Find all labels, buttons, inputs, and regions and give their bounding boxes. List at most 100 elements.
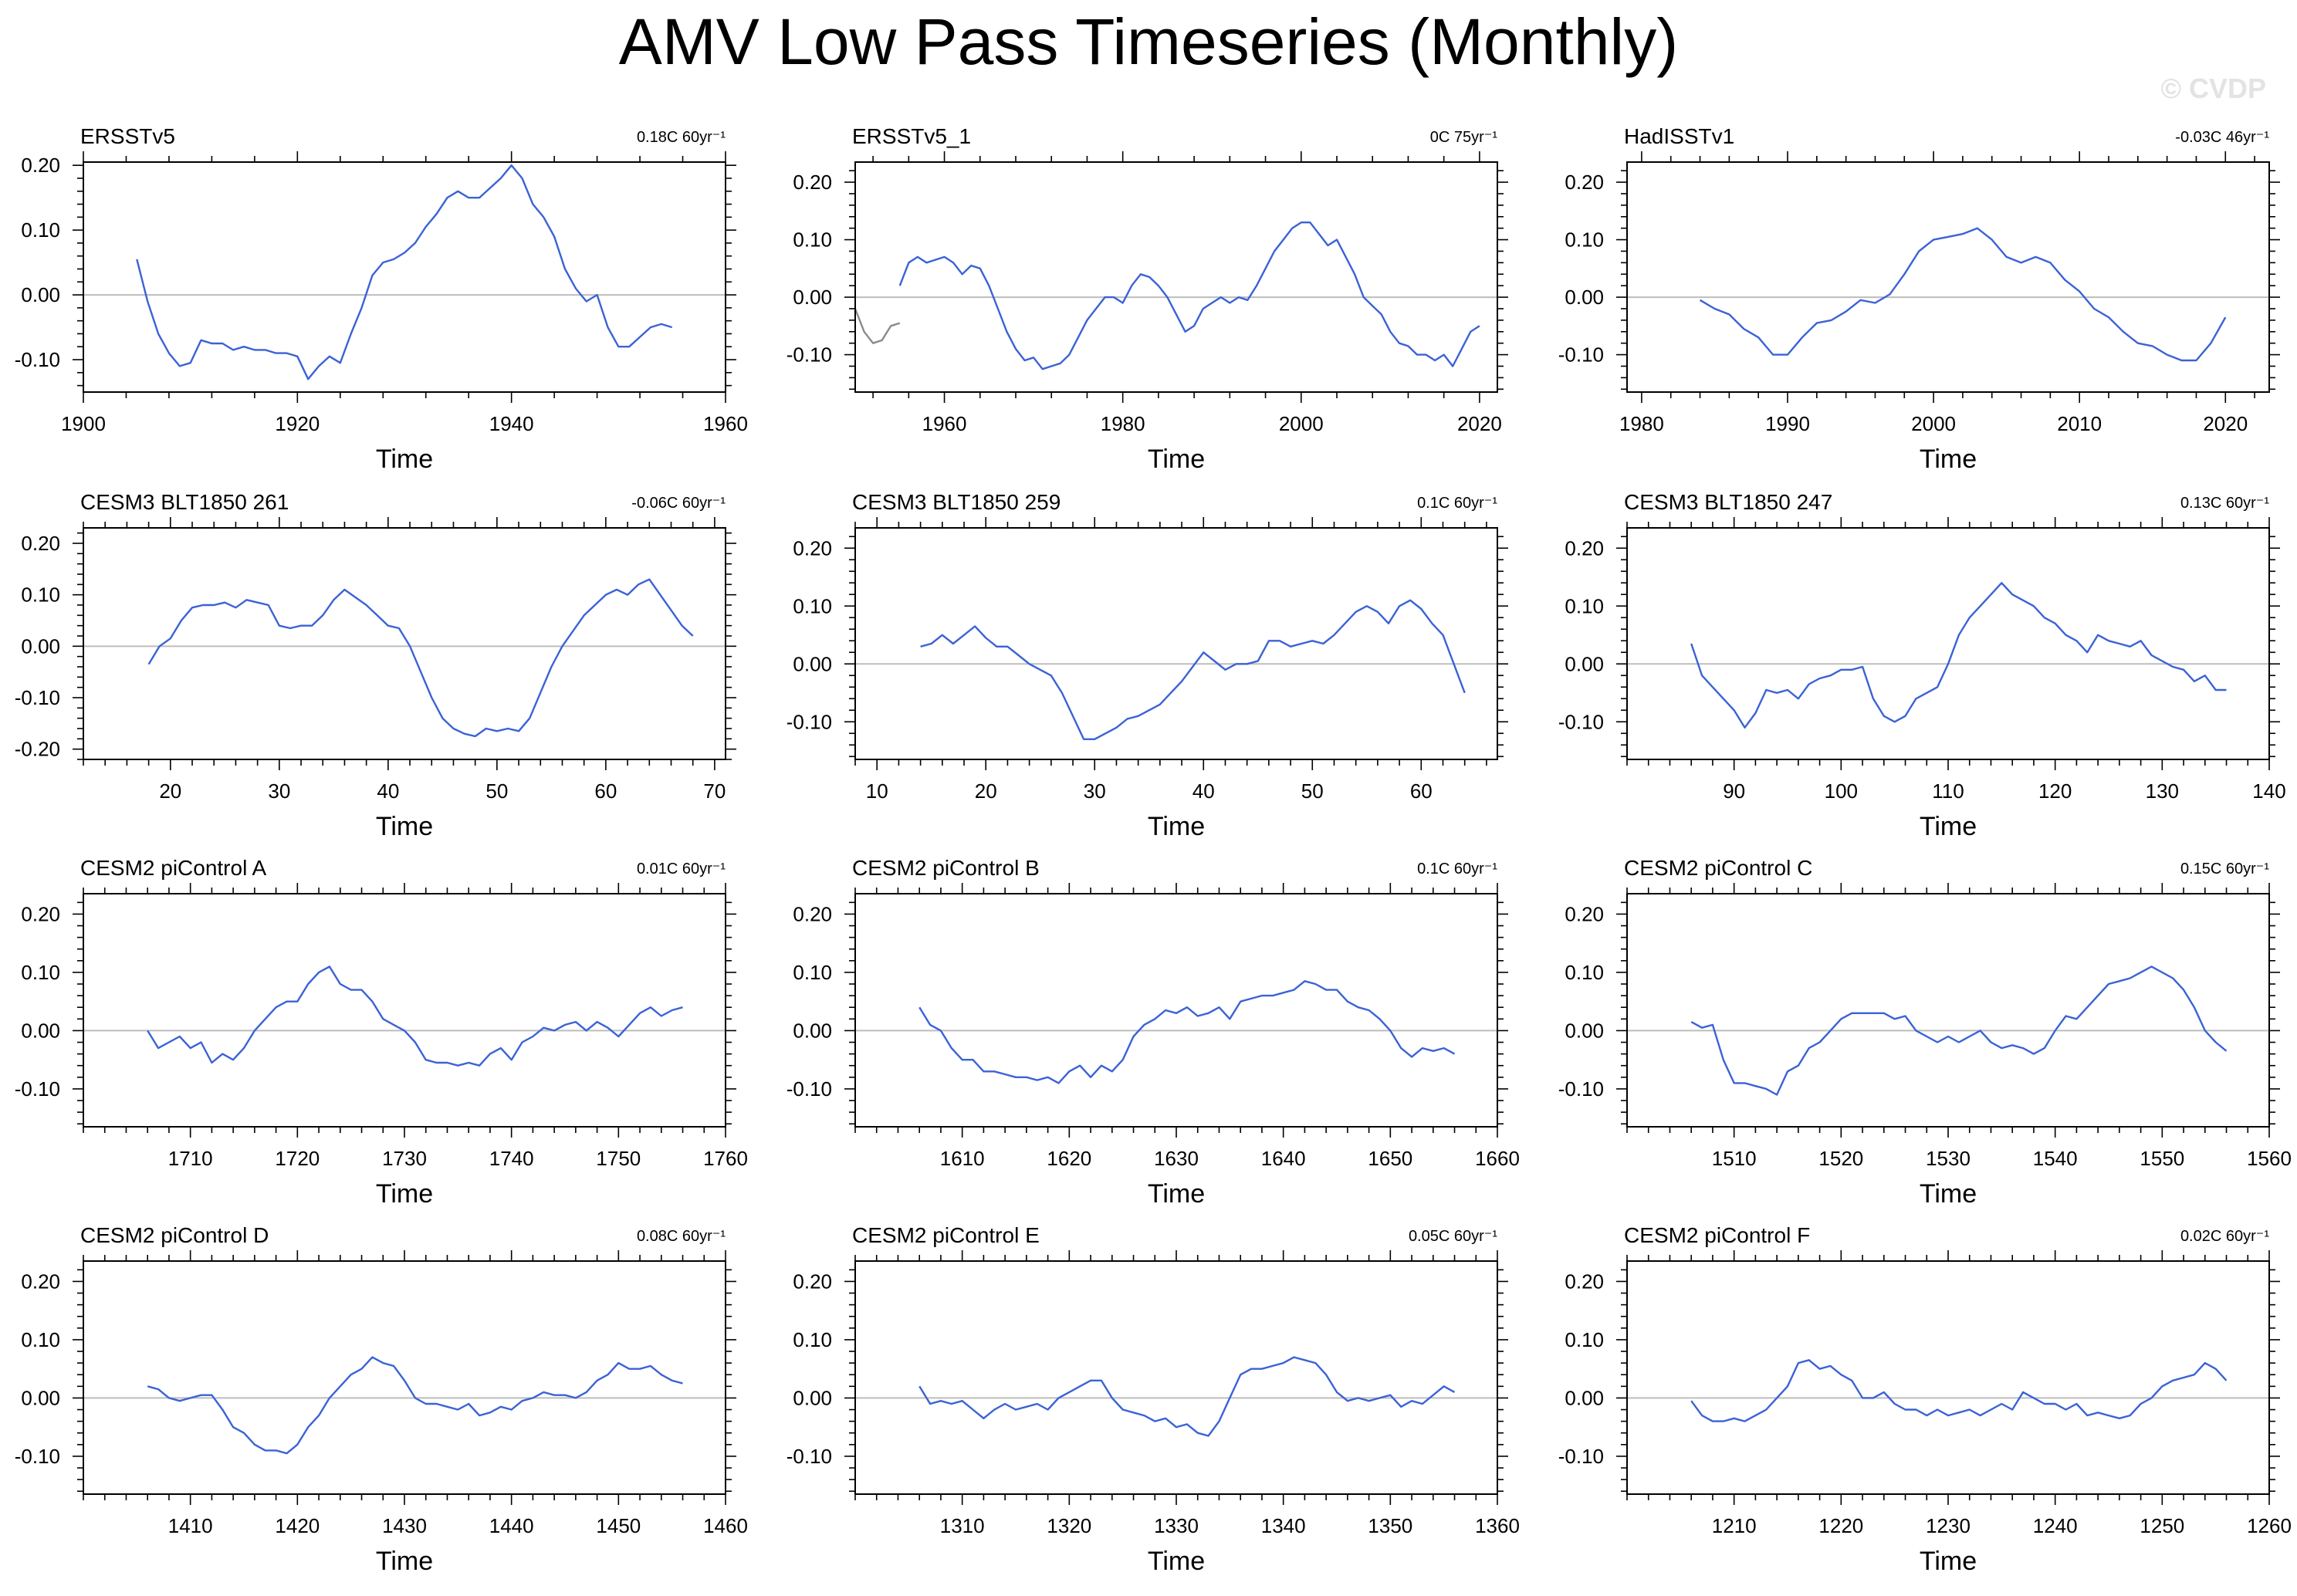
x-tick-label: 1630 [1154,1147,1199,1170]
x-tick-label: 1920 [275,412,320,435]
x-tick-label: 1240 [2033,1514,2078,1537]
x-tick-label: 2010 [2057,412,2102,435]
panel-title: ERSSTv5 [80,124,175,148]
x-axis-label: Time [1148,1547,1205,1576]
series-line [918,980,1456,1084]
chart-panel: 1710 1720 1730 1740 1750 1760 -0.10 0.00 0.10 0.2… [15,856,748,1209]
y-tick-label: -0.10 [1558,343,1604,367]
y-tick-label: 0.10 [1565,594,1604,617]
y-tick-label: 0.00 [793,652,832,675]
x-tick-label: 1760 [703,1147,748,1170]
y-tick-label: 0.00 [1565,652,1604,675]
series-line [920,599,1466,740]
x-tick-label: 1730 [382,1147,427,1170]
chart-panel: 1980 1990 2000 2010 2020 -0.10 0.00 0.10 0.20 Had… [1558,124,2280,474]
y-tick-label: -0.10 [1558,1077,1604,1101]
x-tick-label: 1420 [275,1514,320,1537]
x-tick-label: 1220 [1818,1514,1863,1537]
plot-frame [83,893,726,1128]
y-tick-label: 0.10 [793,594,832,617]
x-tick-label: 1740 [489,1147,534,1170]
x-axis-label: Time [1920,812,1977,841]
y-tick-label: 0.10 [21,1328,60,1351]
panel-title: ERSSTv5_1 [852,124,971,148]
x-tick-label: 1350 [1368,1514,1412,1537]
x-tick-label: 1550 [2140,1147,2184,1170]
x-tick-label: 1660 [1475,1147,1520,1170]
plot-frame [83,527,726,760]
series-line [147,578,694,738]
x-tick-label: 40 [1192,779,1215,803]
x-tick-label: 1940 [489,412,534,435]
y-tick-label: 0.20 [21,1270,60,1293]
chart-panel: 1960 1980 2000 2020 -0.10 0.00 0.10 0.20 ERSSTv5… [787,124,1508,474]
series-line [918,1356,1456,1437]
x-tick-label: 70 [703,779,726,803]
plot-frame [854,893,1498,1128]
y-tick-label: 0.10 [21,218,60,242]
x-tick-label: 40 [377,779,399,803]
trend-annotation: 0.1C 60yr⁻¹ [1417,495,1497,512]
x-axis-label: Time [1148,445,1205,474]
y-tick-label: 0.00 [793,1019,832,1042]
x-tick-label: 30 [268,779,290,803]
trend-annotation: -0.03C 46yr⁻¹ [2175,129,2269,146]
trend-annotation: 0.13C 60yr⁻¹ [2180,495,2269,512]
x-axis-label: Time [1920,1547,1977,1576]
trend-annotation: 0.1C 60yr⁻¹ [1417,861,1497,877]
series-line [1690,965,2228,1096]
trend-annotation: 0.18C 60yr⁻¹ [637,129,726,146]
x-tick-label: 1960 [922,412,967,435]
y-tick-label: 0.00 [793,286,832,309]
x-axis-label: Time [1148,812,1205,841]
x-tick-label: 1620 [1047,1147,1091,1170]
y-tick-label: 0.20 [21,532,60,555]
x-tick-label: 50 [1301,779,1324,803]
y-tick-label: -0.10 [787,1077,832,1101]
plot-frame [83,1260,726,1495]
y-tick-label: 0.20 [1565,536,1604,560]
panel-title: CESM3 BLT1850 259 [852,490,1061,514]
x-tick-label: 60 [1410,779,1433,803]
trend-annotation: 0.15C 60yr⁻¹ [2180,861,2269,877]
y-tick-label: 0.20 [793,536,832,560]
panel-title: CESM2 piControl D [80,1223,269,1247]
x-tick-label: 1980 [1619,412,1664,435]
plot-frame [854,161,1498,393]
x-tick-label: 1960 [703,412,748,435]
x-axis-label: Time [376,1547,433,1576]
chart-panel: 1310 1320 1330 1340 1350 1360 -0.10 0.00 0.10 0.2… [787,1223,1520,1576]
y-tick-label: 0.10 [1565,1328,1604,1351]
x-axis-label: Time [1920,445,1977,474]
x-tick-label: 1750 [596,1147,641,1170]
y-tick-label: 0.10 [1565,961,1604,984]
x-tick-label: 1990 [1765,412,1810,435]
x-tick-label: 1650 [1368,1147,1412,1170]
y-tick-label: 0.20 [793,171,832,194]
x-tick-label: 1720 [275,1147,320,1170]
x-tick-label: 100 [1825,779,1858,803]
x-axis-label: Time [1148,1179,1205,1209]
y-tick-label: 0.00 [21,1386,60,1409]
series-line [854,308,901,344]
y-tick-label: 0.00 [21,283,60,306]
panel-title: CESM2 piControl C [1624,856,1812,880]
chart-panel: 1900 1920 1940 1960 -0.10 0.00 0.10 0.20 ERSSTv5… [15,124,748,474]
y-tick-label: -0.10 [1558,1445,1604,1468]
x-tick-label: 20 [975,779,997,803]
y-tick-label: 0.10 [793,1328,832,1351]
x-tick-label: 1610 [940,1147,985,1170]
x-tick-label: 30 [1084,779,1106,803]
x-tick-label: 1320 [1047,1514,1091,1537]
y-tick-label: -0.10 [787,1445,832,1468]
panel-title: CESM2 piControl F [1624,1223,1810,1247]
x-tick-label: 1710 [168,1147,213,1170]
trend-annotation: -0.06C 60yr⁻¹ [631,495,726,512]
y-tick-label: -0.10 [15,1077,60,1101]
y-tick-label: 0.20 [1565,171,1604,194]
series-line [136,164,673,380]
trend-annotation: 0.02C 60yr⁻¹ [2180,1228,2269,1245]
x-tick-label: 2020 [2203,412,2248,435]
y-tick-label: 0.20 [793,1270,832,1293]
x-tick-label: 1430 [382,1514,427,1537]
